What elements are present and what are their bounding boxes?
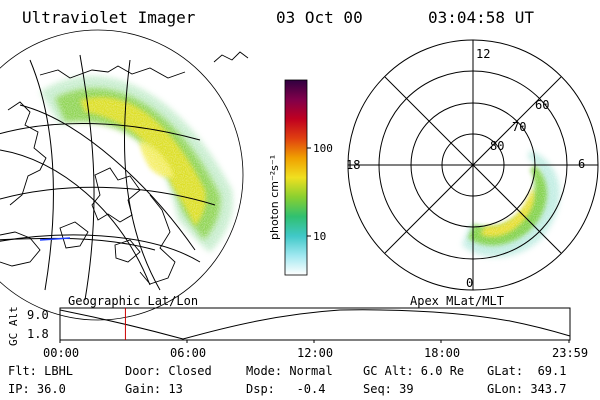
- geo-grid-lines: [0, 54, 216, 301]
- observation-time: 03:04:58 UT: [428, 8, 534, 27]
- geo-aurora-oval: [0, 40, 243, 290]
- colorbar: 100 10 photon cm⁻²s⁻¹: [268, 79, 333, 276]
- dsp-readout: Dsp: -0.4: [246, 382, 326, 396]
- door-readout: Door: Closed: [125, 364, 212, 378]
- mlt-label-6: 6: [578, 157, 585, 171]
- mlt-label-12: 12: [476, 47, 490, 61]
- mlat-label-60: 60: [535, 98, 549, 112]
- mode-readout: Mode: Normal: [246, 364, 333, 378]
- timeline-x-tick-0000: 00:00: [43, 346, 79, 360]
- timeline-x-tick-2359: 23:59: [552, 346, 588, 360]
- glat-readout: GLat: 69.1: [487, 364, 567, 378]
- timeline-y-tick-9: 9.0: [27, 308, 49, 322]
- seq-readout: Seq: 39: [363, 382, 414, 396]
- colorbar-tick-label-10: 10: [313, 230, 326, 243]
- timeline-x-tick-1800: 18:00: [424, 346, 460, 360]
- timeline-x-tick-1200: 12:00: [297, 346, 333, 360]
- geographic-map-panel: Geographic Lat/Lon: [0, 29, 249, 321]
- timeline-axis-label: GC Alt: [7, 306, 20, 346]
- geo-disk-edge: [0, 29, 244, 321]
- timeline-x-ticks: [59, 340, 570, 343]
- glon-readout: GLon: 343.7: [487, 382, 567, 396]
- colorbar-gradient: [284, 79, 308, 276]
- geo-panel-label: Geographic Lat/Lon: [68, 294, 198, 308]
- instrument-title: Ultraviolet Imager: [22, 8, 196, 27]
- colorbar-unit-label: photon cm⁻²s⁻¹: [268, 155, 281, 240]
- timeline-x-tick-0600: 06:00: [170, 346, 206, 360]
- gc-alt-curve: [59, 309, 571, 340]
- gain-readout: Gain: 13: [125, 382, 183, 396]
- gc-alt-timeline: 9.0 1.8 GC Alt 00:00 06:00 12:00 18:00 2…: [7, 306, 588, 360]
- polar-panel-label: Apex MLat/MLT: [410, 294, 504, 308]
- mlt-label-18: 18: [346, 158, 360, 172]
- colorbar-tick-label-100: 100: [313, 142, 333, 155]
- observation-date: 03 Oct 00: [276, 8, 363, 27]
- gc-alt-readout: GC Alt: 6.0 Re: [363, 364, 465, 378]
- polar-mlat-mlt-panel: 12 18 6 0 60 70 80 Apex MLat/MLT: [346, 39, 599, 308]
- timeline-frame: [59, 307, 571, 341]
- ip-readout: IP: 36.0: [8, 382, 66, 396]
- geo-blue-meridian: [39, 237, 71, 241]
- polar-diagonal-2: [384, 76, 562, 254]
- filter-readout: Flt: LBHL: [8, 364, 74, 378]
- mlat-label-70: 70: [512, 120, 526, 134]
- timeline-y-tick-1.8: 1.8: [27, 327, 49, 341]
- mlt-label-0: 0: [466, 276, 473, 290]
- mlat-label-80: 80: [490, 139, 504, 153]
- geo-coastline-outside: [213, 51, 249, 63]
- polar-aurora: [440, 145, 580, 275]
